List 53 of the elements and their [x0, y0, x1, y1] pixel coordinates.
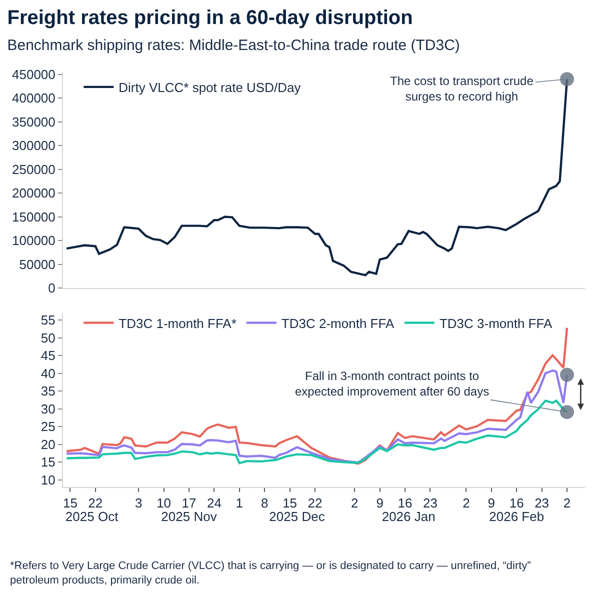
x2-tick-label: 2025 Nov — [161, 509, 218, 524]
y-tick-label: 0 — [48, 280, 56, 296]
legend-label: Dirty VLCC* spot rate USD/Day — [118, 80, 302, 96]
x-tick-label: 23 — [534, 496, 550, 511]
x-tick-label: 9 — [488, 496, 496, 511]
x-tick-label: 15 — [62, 496, 78, 511]
x-tick-label: 9 — [376, 496, 384, 511]
y-tick-label: 200000 — [12, 186, 56, 201]
y-tick-label: 15 — [40, 454, 56, 470]
x-tick-label: 15 — [282, 496, 298, 511]
y-tick-label: 50000 — [19, 256, 56, 272]
y-tick-label: 40 — [40, 366, 56, 381]
annotation: Fall in 3-month contract points to expected improvement after 60 days — [295, 369, 490, 399]
x-tick-label: 22 — [88, 496, 103, 511]
y-tick-label: 10 — [40, 472, 56, 488]
text: *Refers to Very Large Crude Carrier (VLCC) that is carrying — or is designated to carry — unrefined, “dirty” petroleum products, primarily crude oil. — [10, 560, 532, 586]
chart-title: Freight rates pricing in a 60-day disruption — [7, 7, 413, 29]
x-tick-label: 24 — [206, 496, 222, 511]
x2-tick-label: 2026 Jan — [382, 509, 436, 524]
x-tick-label: 1 — [236, 496, 244, 511]
y-tick-label: 400000 — [12, 90, 56, 106]
annotation: The cost to transport crude surges to record high — [390, 74, 534, 104]
y-tick-label: 30 — [40, 401, 56, 416]
x-tick-label: 17 — [182, 496, 196, 511]
y-tick-label: 250000 — [12, 162, 56, 177]
chart-subtitle: Benchmark shipping rates: Middle-East-to-China trade route (TD3C) — [7, 37, 460, 54]
legend-label: TD3C 1-month FFA* — [118, 316, 236, 331]
y-tick-label: 100000 — [12, 233, 56, 248]
x-tick-label: 16 — [509, 496, 524, 511]
legend-label: TD3C 2-month FFA — [281, 316, 394, 331]
x-tick-label: 10 — [156, 496, 172, 511]
y-tick-label: 20 — [40, 436, 56, 452]
x-tick-label: 23 — [422, 496, 438, 511]
y-tick-label: 450000 — [12, 66, 56, 82]
x2-tick-label: 2026 Feb — [489, 509, 544, 524]
x-tick-label: 2 — [350, 496, 358, 511]
x-tick-label: 3 — [134, 496, 142, 511]
y-tick-label: 45 — [40, 348, 56, 364]
legend-label: TD3C 3-month FFA — [439, 316, 552, 331]
y-tick-label: 25 — [40, 419, 56, 434]
y-tick-label: 300000 — [12, 138, 56, 154]
x-tick-label: 8 — [260, 496, 268, 511]
x2-tick-label: 2025 Oct — [65, 509, 119, 524]
y-tick-label: 50 — [40, 330, 56, 346]
x2-tick-label: 2025 Dec — [269, 509, 326, 524]
x-tick-label: 2 — [462, 496, 470, 511]
y-tick-label: 35 — [40, 384, 56, 399]
y-tick-label: 350000 — [12, 114, 56, 130]
x-tick-label: 2 — [563, 496, 571, 511]
y-tick-label: 55 — [40, 312, 56, 328]
y-tick-label: 150000 — [12, 209, 56, 224]
x-tick-label: 22 — [308, 496, 322, 511]
x-tick-label: 16 — [398, 496, 412, 511]
